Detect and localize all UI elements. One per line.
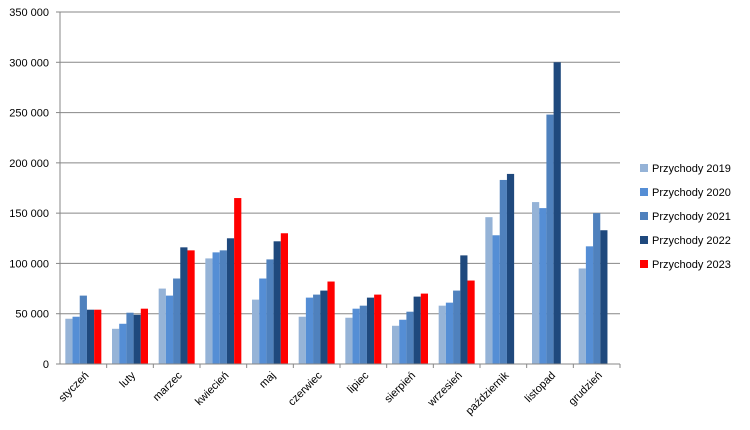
bar [585, 246, 594, 364]
x-tick-label: maj [257, 370, 278, 391]
y-tick-label: 50 000 [15, 309, 49, 321]
x-tick-label: grudzień [566, 370, 604, 408]
bar [305, 297, 314, 364]
legend-label: Przychody 2020 [652, 187, 731, 199]
bar [280, 233, 288, 364]
y-tick-label: 0 [43, 359, 49, 371]
bar [259, 278, 267, 364]
x-axis-labels: styczeń luty marzec kwiecień maj czerwiec lipi… [57, 369, 605, 417]
bar [180, 247, 188, 364]
bar [165, 295, 174, 364]
bar [133, 314, 141, 364]
bar [313, 294, 321, 364]
bar [320, 290, 328, 364]
x-tick-label: kwiecień [193, 370, 231, 408]
bar [506, 173, 515, 364]
bar [546, 114, 554, 364]
x-tick-label: styczeń [57, 370, 92, 405]
legend-label: Przychody 2023 [652, 259, 731, 271]
bar [366, 297, 375, 364]
bar [352, 308, 360, 364]
bar [327, 281, 335, 364]
x-tick-label: październik [464, 369, 512, 417]
bar [187, 250, 195, 364]
bar [492, 235, 500, 364]
bar [467, 280, 475, 364]
legend-swatch [640, 212, 648, 220]
bar [359, 305, 367, 364]
bar [65, 318, 73, 364]
y-tick-label: 200 000 [9, 158, 49, 170]
bar [485, 217, 493, 364]
bar [499, 179, 507, 364]
bar [79, 295, 87, 364]
bars [65, 62, 608, 365]
bar [374, 294, 382, 364]
y-tick-label: 100 000 [9, 258, 49, 270]
y-axis-ticks: 0 50 000 100 000 150 000 200 000 250 000 300 0… [9, 7, 60, 371]
legend-label: Przychody 2021 [652, 211, 731, 223]
x-tick-label: marzec [151, 369, 185, 403]
x-tick-label: listopad [523, 370, 558, 405]
bar [438, 305, 446, 364]
bar [600, 230, 608, 364]
bar [593, 213, 601, 364]
legend-swatch [640, 188, 648, 196]
bar [173, 278, 181, 364]
bar [252, 299, 260, 364]
x-tick-label: luty [118, 369, 139, 390]
y-tick-label: 350 000 [9, 7, 49, 19]
x-tick-label: czerwiec [286, 369, 325, 408]
x-tick-label: sierpień [382, 370, 418, 406]
legend-swatch [640, 260, 648, 268]
bar [212, 252, 220, 364]
bar [219, 250, 227, 364]
x-axis [59, 12, 621, 368]
legend: Przychody 2019 Przychody 2020 Przychody 20… [640, 163, 731, 271]
x-tick-label: wrzesień [425, 370, 465, 410]
bar [158, 288, 166, 364]
legend-label: Przychody 2019 [652, 163, 731, 175]
bar [420, 293, 428, 364]
gridlines [60, 11, 620, 315]
bar [453, 290, 461, 364]
legend-swatch [640, 236, 648, 244]
bar [445, 302, 454, 364]
bar [112, 328, 120, 364]
bar [94, 309, 102, 364]
bar [578, 268, 586, 364]
bar [119, 323, 127, 364]
bar [532, 202, 540, 364]
bar [345, 317, 353, 364]
legend-label: Przychody 2022 [652, 235, 731, 247]
bar [392, 325, 400, 364]
bar [298, 316, 306, 364]
bar [86, 309, 95, 364]
bar [460, 255, 468, 364]
bar [140, 308, 148, 364]
bar [413, 296, 421, 364]
y-tick-label: 250 000 [9, 108, 49, 120]
y-tick-label: 300 000 [9, 57, 49, 69]
x-tick-label: lipiec [345, 369, 372, 396]
bar [406, 311, 414, 364]
bar [72, 316, 80, 364]
bar [205, 258, 213, 364]
bar [226, 238, 235, 364]
bar [266, 259, 274, 364]
bar [273, 241, 281, 364]
legend-swatch [640, 164, 648, 172]
bar [126, 312, 134, 364]
bar [399, 319, 407, 364]
bar [234, 198, 242, 364]
bar [539, 208, 547, 364]
bar [553, 62, 561, 365]
y-tick-label: 150 000 [9, 208, 49, 220]
